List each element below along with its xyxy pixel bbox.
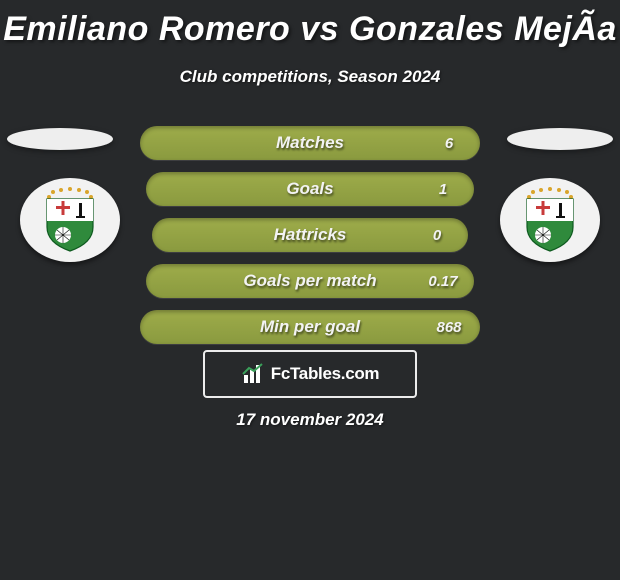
brand-link[interactable]: FcTables.com [203, 350, 417, 398]
comparison-title: Emiliano Romero vs Gonzales MejÃ­a [0, 0, 620, 49]
stat-bar: Hattricks 0 [152, 218, 468, 252]
stat-bar: Goals per match 0.17 [146, 264, 474, 298]
stat-label: Hattricks [274, 225, 347, 245]
brand-text: FcTables.com [271, 364, 380, 384]
stat-bar: Min per goal 868 [140, 310, 480, 344]
stat-value-right: 868 [434, 319, 464, 336]
snapshot-date: 17 november 2024 [0, 410, 620, 430]
stat-row: Goals per match 0.17 [0, 258, 620, 304]
stat-label: Matches [276, 133, 344, 153]
stat-value-right: 0.17 [428, 273, 458, 290]
stat-value-right: 6 [434, 135, 464, 152]
stat-label: Goals [286, 179, 333, 199]
stat-label: Min per goal [260, 317, 360, 337]
stat-row: Hattricks 0 [0, 212, 620, 258]
stat-row: Min per goal 868 [0, 304, 620, 350]
stat-row: Goals 1 [0, 166, 620, 212]
stats-area: Matches 6 Goals 1 Hattricks 0 Goals per match 0… [0, 120, 620, 350]
stat-row: Matches 6 [0, 120, 620, 166]
stat-bar: Matches 6 [140, 126, 480, 160]
bar-chart-icon [241, 362, 265, 386]
stat-value-right: 1 [428, 181, 458, 198]
stat-value-right: 0 [422, 227, 452, 244]
stat-bar: Goals 1 [146, 172, 474, 206]
season-subtitle: Club competitions, Season 2024 [0, 67, 620, 87]
stat-label: Goals per match [243, 271, 376, 291]
